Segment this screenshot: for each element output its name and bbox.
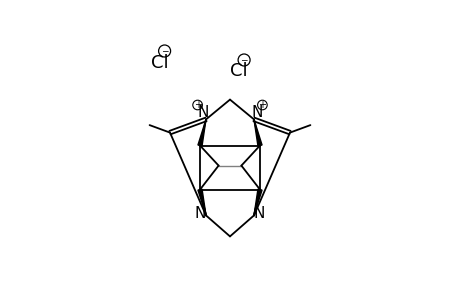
Text: N: N — [195, 206, 206, 221]
Polygon shape — [253, 189, 262, 215]
Text: Cl: Cl — [230, 62, 247, 80]
Polygon shape — [253, 119, 262, 146]
Polygon shape — [197, 189, 206, 215]
Polygon shape — [197, 119, 206, 146]
Text: N: N — [197, 105, 208, 120]
Text: +: + — [258, 100, 266, 110]
Text: Cl: Cl — [151, 54, 168, 72]
Text: +: + — [193, 100, 201, 110]
Text: −: − — [161, 46, 168, 56]
Text: N: N — [253, 206, 264, 221]
Text: −: − — [240, 56, 247, 64]
Text: N: N — [251, 105, 262, 120]
